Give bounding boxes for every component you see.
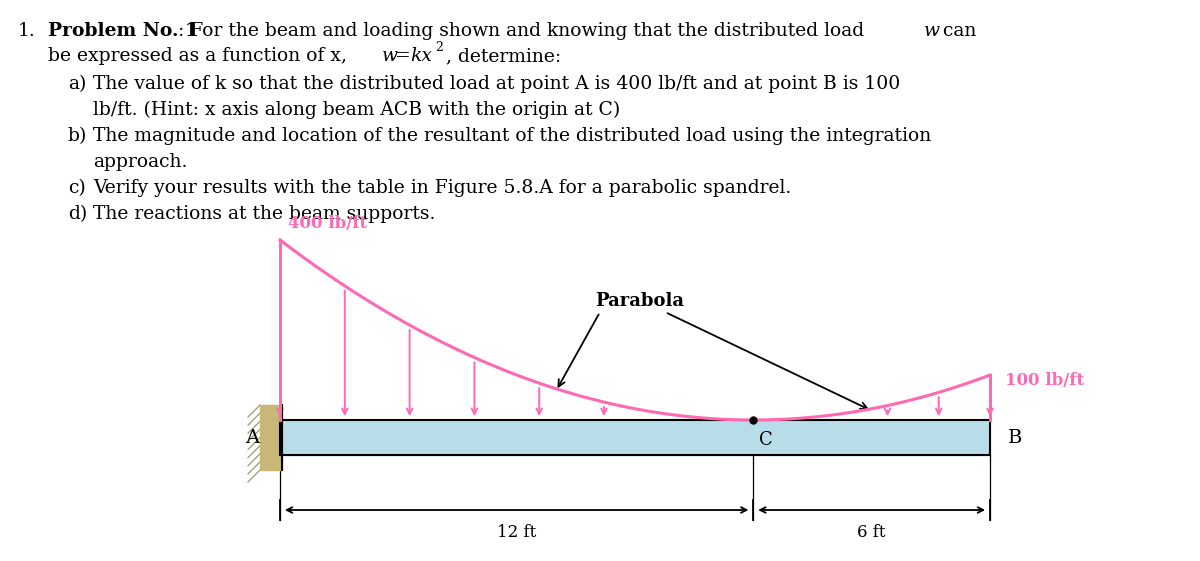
Text: 6 ft: 6 ft xyxy=(858,524,886,541)
Text: B: B xyxy=(1008,429,1022,447)
Text: 1.: 1. xyxy=(18,22,36,40)
Text: c): c) xyxy=(68,179,85,197)
Text: w: w xyxy=(924,22,940,40)
Text: lb/ft. (Hint: x axis along beam ACB with the origin at C): lb/ft. (Hint: x axis along beam ACB with… xyxy=(94,101,620,119)
Text: 400 lb/ft: 400 lb/ft xyxy=(288,215,367,232)
Bar xyxy=(280,420,990,455)
Text: A: A xyxy=(245,429,259,447)
Text: be expressed as a function of x,: be expressed as a function of x, xyxy=(48,47,353,65)
Text: 12 ft: 12 ft xyxy=(497,524,536,541)
Bar xyxy=(260,405,282,470)
Text: kx: kx xyxy=(410,47,432,65)
Text: a): a) xyxy=(68,75,86,93)
Text: b): b) xyxy=(68,127,88,145)
Text: C: C xyxy=(760,430,773,448)
Text: approach.: approach. xyxy=(94,153,187,171)
Text: 100 lb/ft: 100 lb/ft xyxy=(1006,371,1084,389)
Text: , determine:: , determine: xyxy=(446,47,562,65)
Text: =: = xyxy=(395,47,410,65)
Text: The magnitude and location of the resultant of the distributed load using the in: The magnitude and location of the result… xyxy=(94,127,931,145)
Text: The value of k so that the distributed load at point A is 400 lb/ft and at point: The value of k so that the distributed l… xyxy=(94,75,900,93)
Text: Parabola: Parabola xyxy=(595,292,684,310)
Text: d): d) xyxy=(68,205,88,223)
Text: 2: 2 xyxy=(436,41,443,54)
Bar xyxy=(280,420,990,455)
Text: Problem No. 1: Problem No. 1 xyxy=(48,22,198,40)
Text: w: w xyxy=(382,47,398,65)
Text: Verify your results with the table in Figure 5.8.A for a parabolic spandrel.: Verify your results with the table in Fi… xyxy=(94,179,791,197)
Text: can: can xyxy=(937,22,977,40)
Text: : For the beam and loading shown and knowing that the distributed load: : For the beam and loading shown and kno… xyxy=(178,22,870,40)
Text: The reactions at the beam supports.: The reactions at the beam supports. xyxy=(94,205,436,223)
